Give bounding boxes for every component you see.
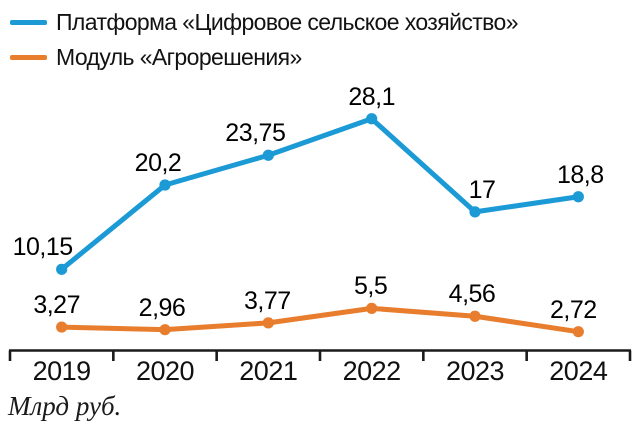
x-axis-tick-label: 2023 (445, 356, 505, 386)
x-axis-tick-label: 2022 (342, 356, 402, 386)
legend-item: Платформа «Цифровое сельское хозяйство» (10, 5, 519, 40)
data-point-value-label: 4,56 (448, 280, 496, 309)
data-point-value-label: 2,96 (138, 293, 186, 322)
data-point-value-label: 17 (468, 175, 496, 204)
axis-units-caption: Млрд руб. (8, 391, 122, 421)
legend-line-swatch-icon (10, 55, 47, 60)
data-point-value-label: 18,8 (556, 160, 604, 189)
data-point-value-label: 28,1 (348, 82, 395, 111)
data-point-marker (572, 326, 584, 338)
legend-item: Модуль «Агрорешения» (10, 40, 518, 75)
data-point-marker (159, 324, 171, 336)
data-point-value-label: 23,75 (225, 119, 286, 148)
data-point-value-label: 2,72 (549, 295, 597, 324)
data-point-marker (56, 321, 68, 333)
data-point-marker (469, 206, 481, 218)
series-line-1 (59, 305, 581, 335)
data-point-marker (262, 317, 274, 329)
x-axis-tick-label: 2021 (239, 356, 298, 386)
series-line-0 (59, 116, 581, 272)
data-point-value-label: 3,77 (243, 286, 291, 315)
x-axis-tick-label: 2020 (135, 356, 195, 386)
data-point-marker (366, 113, 378, 125)
legend-label: Модуль «Агрорешения» (56, 44, 302, 70)
legend-label: Платформа «Цифровое сельское хозяйство» (56, 9, 519, 35)
data-point-marker (366, 302, 378, 314)
chart-legend: Платформа «Цифровое сельское хозяйство» М… (10, 5, 519, 75)
x-axis-tick-label: 2024 (549, 356, 608, 386)
data-point-marker (572, 191, 584, 203)
data-point-value-label: 5,5 (354, 272, 388, 301)
legend-line-swatch-icon (10, 20, 47, 25)
data-point-value-label: 10,15 (12, 233, 74, 262)
data-point-value-label: 20,2 (134, 149, 182, 178)
data-point-marker (56, 263, 68, 275)
x-axis-tick-label: 2019 (32, 356, 92, 386)
data-point-value-label: 3,27 (33, 291, 80, 320)
data-point-marker (262, 149, 274, 161)
data-point-marker (159, 179, 171, 191)
data-point-marker (469, 310, 481, 322)
